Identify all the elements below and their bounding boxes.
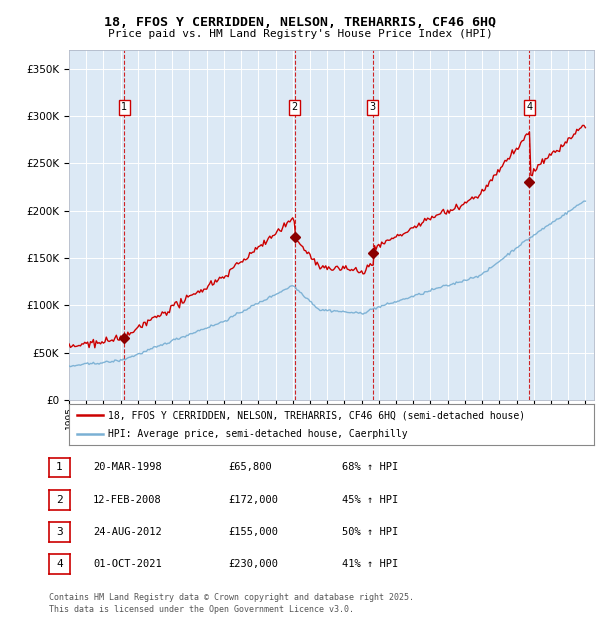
Text: 24-AUG-2012: 24-AUG-2012	[93, 527, 162, 537]
Text: 20-MAR-1998: 20-MAR-1998	[93, 463, 162, 472]
Text: £230,000: £230,000	[228, 559, 278, 569]
Text: 4: 4	[56, 559, 63, 569]
Text: 1: 1	[121, 102, 127, 112]
Text: 41% ↑ HPI: 41% ↑ HPI	[342, 559, 398, 569]
Text: £65,800: £65,800	[228, 463, 272, 472]
Text: 12-FEB-2008: 12-FEB-2008	[93, 495, 162, 505]
Text: Contains HM Land Registry data © Crown copyright and database right 2025.
This d: Contains HM Land Registry data © Crown c…	[49, 593, 414, 614]
Text: 3: 3	[370, 102, 376, 112]
Text: Price paid vs. HM Land Registry's House Price Index (HPI): Price paid vs. HM Land Registry's House …	[107, 29, 493, 39]
Text: 2: 2	[56, 495, 63, 505]
Text: 3: 3	[56, 527, 63, 537]
Text: 18, FFOS Y CERRIDDEN, NELSON, TREHARRIS, CF46 6HQ (semi-detached house): 18, FFOS Y CERRIDDEN, NELSON, TREHARRIS,…	[109, 410, 526, 420]
Text: 1: 1	[56, 463, 63, 472]
Text: 01-OCT-2021: 01-OCT-2021	[93, 559, 162, 569]
Text: 50% ↑ HPI: 50% ↑ HPI	[342, 527, 398, 537]
Text: 4: 4	[526, 102, 533, 112]
Text: £172,000: £172,000	[228, 495, 278, 505]
Text: 68% ↑ HPI: 68% ↑ HPI	[342, 463, 398, 472]
Text: 2: 2	[292, 102, 298, 112]
Text: 18, FFOS Y CERRIDDEN, NELSON, TREHARRIS, CF46 6HQ: 18, FFOS Y CERRIDDEN, NELSON, TREHARRIS,…	[104, 16, 496, 29]
Text: 45% ↑ HPI: 45% ↑ HPI	[342, 495, 398, 505]
Text: HPI: Average price, semi-detached house, Caerphilly: HPI: Average price, semi-detached house,…	[109, 428, 408, 439]
Text: £155,000: £155,000	[228, 527, 278, 537]
